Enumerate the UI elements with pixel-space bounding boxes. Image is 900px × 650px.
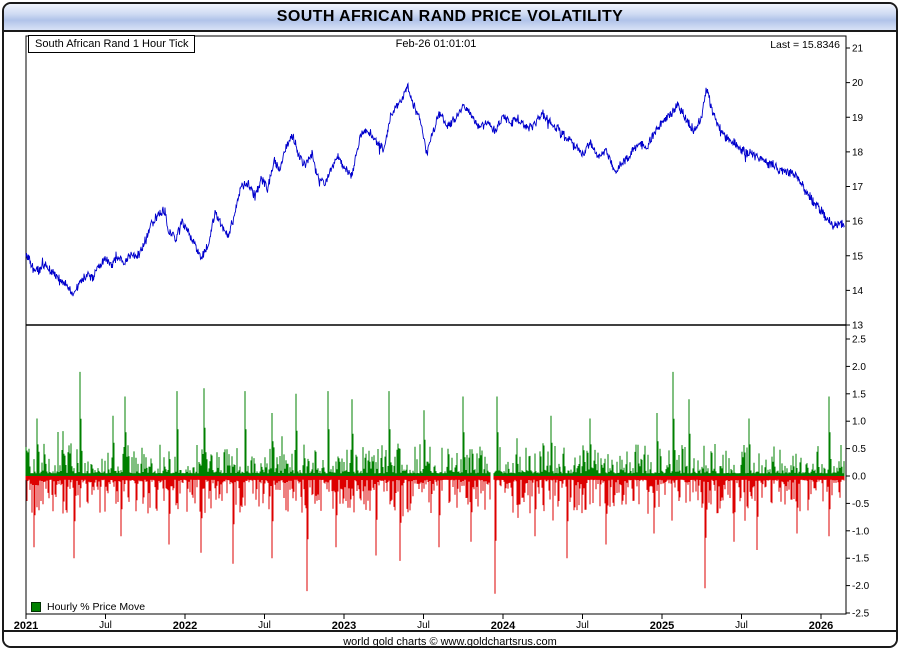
- x-tick-label: 2023: [332, 620, 356, 632]
- pct-tick-label: 1.0: [852, 417, 866, 428]
- pct-tick-label: 0.5: [852, 444, 866, 455]
- pct-tick-label: 2.5: [852, 335, 866, 346]
- price-tick-label: 13: [852, 321, 864, 332]
- pct-tick-label: -1.0: [852, 526, 870, 537]
- x-tick-label: Jul: [99, 620, 112, 631]
- pct-tick-label: -0.5: [852, 499, 870, 510]
- x-tick-label: 2026: [809, 620, 833, 632]
- price-tick-label: 15: [852, 251, 864, 262]
- price-tick-label: 21: [852, 44, 864, 55]
- price-tick-label: 19: [852, 113, 864, 124]
- title-bar: SOUTH AFRICAN RAND PRICE VOLATILITY: [4, 4, 896, 32]
- pct-tick-label: -2.0: [852, 581, 870, 592]
- pct-tick-label: 2.0: [852, 362, 866, 373]
- price-tick-label: 18: [852, 147, 864, 158]
- x-tick-label: 2022: [173, 620, 197, 632]
- price-tick-label: 16: [852, 217, 864, 228]
- pct-tick-label: -1.5: [852, 554, 870, 565]
- legend-label: Hourly % Price Move: [47, 601, 146, 613]
- price-tick-label: 17: [852, 182, 864, 193]
- volatility-down-bars: [25, 476, 845, 594]
- price-tick-label: 20: [852, 78, 864, 89]
- pct-tick-label: 0.0: [852, 472, 866, 483]
- x-tick-label: Jul: [735, 620, 748, 631]
- pct-tick-label: 1.5: [852, 389, 866, 400]
- legend-swatch-icon: [31, 602, 41, 612]
- pct-tick-label: -2.5: [852, 609, 870, 620]
- volatility-up-bars: [25, 371, 845, 476]
- timestamp-label: Feb-26 01:01:01: [395, 38, 477, 50]
- x-tick-label: 2024: [491, 620, 516, 632]
- footer-credit: world gold charts © www.goldchartsrus.co…: [4, 630, 896, 646]
- x-tick-label: Jul: [417, 620, 430, 631]
- series-label: South African Rand 1 Hour Tick: [28, 35, 196, 53]
- last-value-label: Last = 15.8346: [770, 39, 840, 51]
- chart-area: 21 20 19 18 17 16 15 14 13 2.5 2.0 1.5 1.0 0.5 0.0 -0.5…: [4, 32, 896, 646]
- chart-canvas: 21 20 19 18 17 16 15 14 13 2.5 2.0 1.5 1.0 0.5 0.0 -0.5…: [14, 35, 870, 632]
- price-line: [25, 82, 845, 297]
- x-tick-label: Jul: [258, 620, 271, 631]
- price-tick-label: 14: [852, 286, 864, 297]
- chart-title: SOUTH AFRICAN RAND PRICE VOLATILITY: [276, 8, 624, 25]
- x-tick-label: 2025: [650, 620, 674, 632]
- x-tick-label: Jul: [576, 620, 589, 631]
- legend: Hourly % Price Move: [31, 601, 145, 613]
- x-tick-label: 2021: [14, 620, 38, 632]
